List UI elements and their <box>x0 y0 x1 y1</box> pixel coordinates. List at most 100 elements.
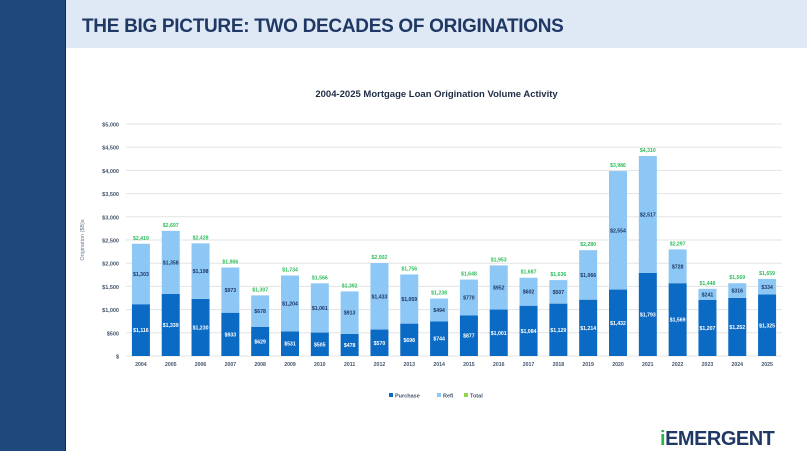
legend-swatch-refi <box>437 393 441 397</box>
page-title: THE BIG PICTURE: TWO DECADES OF ORIGINAT… <box>82 16 564 37</box>
bar-refi <box>400 274 419 324</box>
purchase-data-label: $1,001 <box>491 331 507 337</box>
total-data-label: $1,307 <box>252 287 268 293</box>
total-data-label: $1,953 <box>491 257 507 263</box>
purchase-data-label: $629 <box>254 339 266 345</box>
iemergent-logo: iEMERGENT <box>660 428 775 451</box>
total-data-label: $1,238 <box>431 291 447 297</box>
bar-refi <box>459 279 478 316</box>
x-tick-label: 2004 <box>135 362 147 368</box>
refi-data-label: $316 <box>731 289 743 295</box>
bar-refi <box>251 295 270 327</box>
total-data-label: $1,734 <box>282 268 298 274</box>
refi-data-label: $973 <box>225 288 237 294</box>
bar-refi <box>221 267 240 313</box>
bar-refi <box>549 280 568 304</box>
purchase-data-label: $1,230 <box>193 325 209 331</box>
logo-text: EMERGENT <box>665 428 775 450</box>
refi-data-label: $1,433 <box>372 294 388 300</box>
y-tick-label: $4,500 <box>102 146 119 152</box>
y-tick-label: $5,000 <box>102 123 119 129</box>
total-data-label: $1,687 <box>521 270 537 276</box>
refi-data-label: $1,059 <box>401 297 417 303</box>
bar-purchase <box>400 323 419 356</box>
total-data-label: $2,697 <box>163 223 179 229</box>
x-tick-label: 2014 <box>433 362 445 368</box>
bar-purchase <box>549 303 568 356</box>
refi-data-label: $913 <box>344 311 356 317</box>
y-tick-label: $4,000 <box>102 169 119 175</box>
bar-refi <box>131 243 150 305</box>
purchase-data-label: $1,207 <box>700 326 716 332</box>
bar-refi <box>728 283 747 298</box>
bar-purchase <box>638 272 657 356</box>
x-tick-label: 2023 <box>702 362 714 368</box>
header-band: THE BIG PICTURE: TWO DECADES OF ORIGINAT… <box>66 0 807 48</box>
x-tick-label: 2009 <box>284 362 296 368</box>
refi-data-label: $241 <box>702 292 714 298</box>
bar-purchase <box>728 297 747 356</box>
total-data-label: $2,297 <box>670 241 686 247</box>
refi-data-label: $602 <box>523 290 535 296</box>
total-data-label: $3,986 <box>610 163 626 169</box>
bar-refi <box>489 265 508 310</box>
purchase-data-label: $1,339 <box>163 323 179 329</box>
bar-purchase <box>281 331 299 356</box>
purchase-data-label: $744 <box>433 337 445 343</box>
bar-purchase <box>161 293 180 356</box>
purchase-data-label: $698 <box>403 338 415 344</box>
total-data-label: $2,002 <box>372 255 388 261</box>
refi-data-label: $1,303 <box>133 272 149 278</box>
total-data-label: $2,428 <box>193 235 209 241</box>
bar-refi <box>310 283 329 333</box>
x-tick-label: 2012 <box>374 362 386 368</box>
bar-purchase <box>221 312 240 356</box>
x-tick-label: 2011 <box>344 362 355 368</box>
x-tick-label: 2015 <box>463 362 475 368</box>
total-data-label: $2,280 <box>580 242 596 248</box>
total-data-label: $1,392 <box>342 283 358 289</box>
total-data-label: $1,448 <box>700 281 716 287</box>
y-tick-label: $3,500 <box>102 192 119 198</box>
bar-refi <box>698 288 717 300</box>
refi-data-label: $494 <box>433 308 445 314</box>
bar-purchase <box>430 321 449 356</box>
chart-title: 2004-2025 Mortgage Loan Origination Volu… <box>315 89 558 100</box>
purchase-data-label: $1,214 <box>580 326 596 332</box>
refi-data-label: $334 <box>761 285 773 291</box>
refi-data-label: $952 <box>493 285 505 291</box>
purchase-data-label: $1,252 <box>729 325 745 331</box>
purchase-data-label: $1,325 <box>759 323 775 329</box>
bar-refi <box>191 243 210 299</box>
refi-data-label: $1,066 <box>580 273 596 279</box>
legend-swatch-total <box>464 393 468 397</box>
bar-purchase <box>340 333 359 356</box>
purchase-data-label: $933 <box>225 332 237 338</box>
total-data-label: $4,310 <box>640 148 656 154</box>
refi-data-label: $2,554 <box>610 228 626 234</box>
x-tick-label: 2022 <box>672 362 684 368</box>
x-tick-label: 2005 <box>165 362 177 368</box>
y-tick-label: $ <box>116 355 119 361</box>
total-data-label: $1,566 <box>312 275 328 281</box>
total-data-label: $1,756 <box>401 267 417 273</box>
purchase-data-label: $505 <box>314 342 326 348</box>
x-tick-label: 2010 <box>314 362 326 368</box>
bar-purchase <box>459 315 478 356</box>
purchase-data-label: $1,129 <box>550 328 566 334</box>
x-tick-label: 2024 <box>731 362 743 368</box>
bar-refi <box>281 275 299 332</box>
total-data-label: $1,648 <box>461 272 477 278</box>
bar-purchase <box>310 332 329 356</box>
sidebar-band <box>0 0 66 451</box>
purchase-data-label: $1,084 <box>521 329 537 335</box>
refi-data-label: $728 <box>672 264 684 270</box>
bar-refi <box>370 263 389 330</box>
bar-purchase <box>609 289 627 356</box>
bar-refi <box>579 250 598 300</box>
bar-purchase <box>698 299 717 356</box>
bar-purchase <box>251 326 270 356</box>
refi-data-label: $1,061 <box>312 306 328 312</box>
purchase-data-label: $531 <box>284 342 296 348</box>
x-tick-label: 2007 <box>225 362 237 368</box>
